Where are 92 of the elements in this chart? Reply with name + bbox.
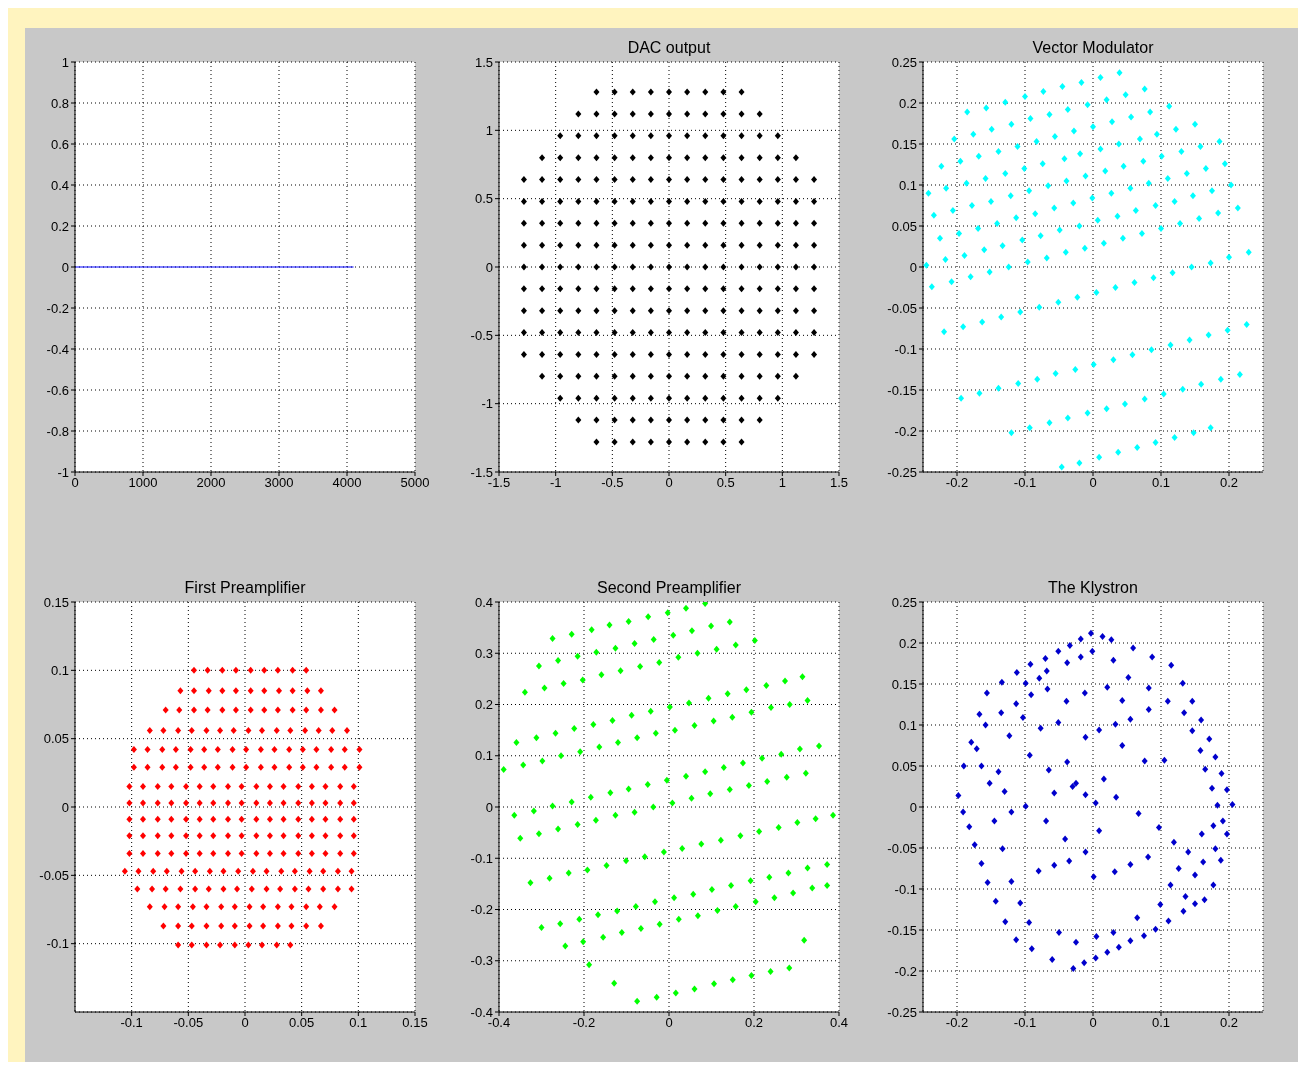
y-tick-label: -0.05 xyxy=(39,867,69,883)
chart-title: The Klystron xyxy=(1047,578,1139,598)
chart-title: Second Preamplifier xyxy=(595,578,743,598)
y-tick-label: 0.15 xyxy=(43,594,69,610)
y-tick-label: 0 xyxy=(485,259,493,275)
y-tick-label: -0.1 xyxy=(46,936,69,952)
y-tick-label: 0.2 xyxy=(898,95,917,111)
x-tick-label: -0.1 xyxy=(120,1015,143,1031)
y-tick-label: -0.1 xyxy=(894,341,917,357)
y-tick-label: 1.5 xyxy=(474,54,493,70)
y-tick-label: -0.3 xyxy=(470,953,493,969)
y-tick-label: 0.3 xyxy=(474,645,493,661)
y-tick-label: -0.5 xyxy=(470,327,493,343)
x-tick-label: -0.2 xyxy=(945,1015,969,1031)
y-tick-label: 0.15 xyxy=(891,136,917,152)
y-tick-label: 0 xyxy=(909,799,917,815)
y-tick-label: -0.25 xyxy=(887,464,917,480)
y-tick-label: -0.05 xyxy=(887,840,917,856)
y-tick-label: -0.2 xyxy=(894,423,917,439)
x-tick-label: 0 xyxy=(1089,475,1097,491)
y-tick-label: 0.15 xyxy=(891,676,917,692)
y-tick-label: -0.25 xyxy=(887,1004,917,1020)
chart-title: DAC output xyxy=(626,38,712,58)
x-tick-label: 0.1 xyxy=(1151,475,1171,491)
x-tick-label: 0.2 xyxy=(1219,1015,1239,1031)
x-tick-label: 0 xyxy=(1089,1015,1097,1031)
y-tick-label: 0 xyxy=(485,799,493,815)
x-tick-label: 0.15 xyxy=(402,1015,428,1031)
y-tick-label: -0.6 xyxy=(46,382,69,398)
y-tick-label: 0.6 xyxy=(50,136,69,152)
y-tick-label: 0.2 xyxy=(50,218,69,234)
x-tick-label: 1000 xyxy=(128,475,158,491)
y-tick-label: 0.1 xyxy=(474,748,493,764)
x-tick-label: -0.5 xyxy=(601,475,624,491)
x-tick-label: -0.1 xyxy=(1013,1015,1037,1031)
y-tick-label: -0.2 xyxy=(470,902,493,918)
x-tick-label: 0 xyxy=(665,1015,673,1031)
x-tick-label: 0.2 xyxy=(744,1015,764,1031)
x-tick-label: 2000 xyxy=(196,475,226,491)
y-tick-label: -0.15 xyxy=(887,382,917,398)
y-tick-label: 0 xyxy=(61,259,69,275)
y-tick-label: -0.15 xyxy=(887,922,917,938)
y-tick-label: -0.1 xyxy=(894,881,917,897)
y-tick-label: 0.25 xyxy=(891,594,917,610)
x-tick-label: 0.4 xyxy=(829,1015,849,1031)
x-tick-label: 0 xyxy=(665,475,673,491)
y-tick-label: -0.05 xyxy=(887,300,917,316)
x-tick-label: -0.05 xyxy=(173,1015,204,1031)
y-tick-label: 1 xyxy=(61,54,69,70)
y-tick-label: -0.8 xyxy=(46,423,69,439)
y-tick-label: 0.05 xyxy=(891,218,917,234)
y-tick-label: 0.1 xyxy=(50,662,69,678)
y-tick-label: 0.2 xyxy=(474,697,493,713)
y-tick-label: 0.1 xyxy=(898,717,917,733)
y-tick-label: 0.2 xyxy=(898,635,917,651)
chart-title: First Preamplifier xyxy=(183,578,307,598)
x-tick-label: -0.2 xyxy=(572,1015,596,1031)
y-tick-label: 1 xyxy=(485,122,493,138)
y-tick-label: 0.05 xyxy=(891,758,917,774)
x-tick-label: 0.2 xyxy=(1219,475,1239,491)
y-tick-label: 0.25 xyxy=(891,54,917,70)
y-tick-label: 0.1 xyxy=(898,177,917,193)
x-tick-label: -0.2 xyxy=(945,475,969,491)
x-tick-label: 5000 xyxy=(400,475,430,491)
y-tick-label: -0.4 xyxy=(470,1004,493,1020)
y-tick-label: -0.4 xyxy=(46,341,69,357)
y-tick-label: -1.5 xyxy=(470,464,493,480)
x-tick-label: 0 xyxy=(71,475,79,491)
x-tick-label: 1 xyxy=(778,475,786,491)
y-tick-label: -1 xyxy=(57,464,69,480)
y-tick-label: -0.2 xyxy=(46,300,69,316)
x-tick-label: -0.1 xyxy=(1013,475,1037,491)
y-tick-label: 0 xyxy=(909,259,917,275)
x-tick-label: 4000 xyxy=(332,475,362,491)
y-tick-label: 0.4 xyxy=(50,177,69,193)
y-tick-label: -0.2 xyxy=(894,963,917,979)
y-tick-label: 0.5 xyxy=(474,191,493,207)
y-tick-label: 0.05 xyxy=(43,731,69,747)
x-tick-label: 0.5 xyxy=(716,475,735,491)
y-tick-label: -0.1 xyxy=(470,850,493,866)
chart-title: Vector Modulator xyxy=(1031,38,1155,58)
y-tick-label: 0 xyxy=(61,799,69,815)
x-tick-label: 0.1 xyxy=(1151,1015,1171,1031)
x-tick-label: 0 xyxy=(241,1015,249,1031)
y-tick-label: 0.4 xyxy=(474,594,493,610)
x-tick-label: 0.1 xyxy=(349,1015,368,1031)
x-tick-label: 0.05 xyxy=(289,1015,315,1031)
x-tick-label: 1.5 xyxy=(829,475,849,491)
y-tick-label: 0.8 xyxy=(50,95,69,111)
y-tick-label: -1 xyxy=(481,396,493,412)
x-tick-label: 3000 xyxy=(264,475,294,491)
x-tick-label: -1 xyxy=(549,475,562,491)
